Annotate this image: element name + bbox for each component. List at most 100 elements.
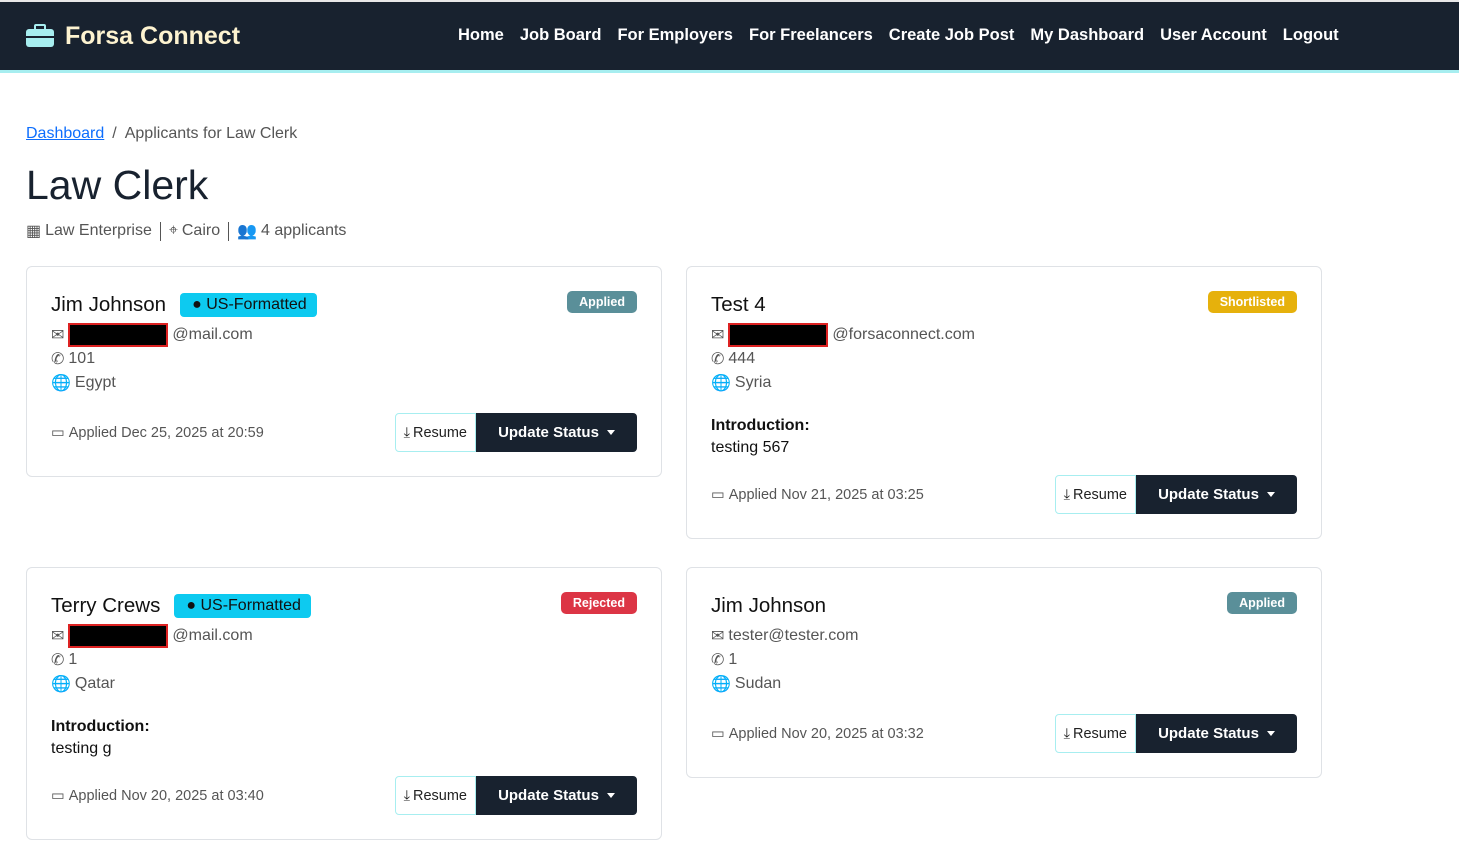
job-meta: ▦ Law Enterprise ⌖ Cairo 👥 4 applicants	[26, 221, 346, 241]
introduction-text: testing g	[51, 740, 112, 757]
resume-download-button[interactable]: ⤓ Resume	[1054, 714, 1136, 753]
brand-name: Forsa Connect	[65, 21, 241, 50]
applied-date: Applied Dec 25, 2025 at 20:59	[68, 424, 264, 441]
nav-link-job-board[interactable]: Job Board	[519, 26, 602, 44]
status-badge: Rejected	[560, 592, 637, 614]
resume-label: Resume	[413, 424, 467, 441]
status-badge: Shortlisted	[1207, 291, 1297, 313]
applicant-name: Terry Crews	[51, 594, 161, 617]
award-icon: ●	[186, 597, 197, 614]
caret-down-icon	[606, 430, 615, 435]
phone-icon: ✆	[711, 652, 725, 669]
introduction-label: Introduction:	[51, 718, 150, 735]
divider	[159, 221, 161, 241]
update-status-dropdown[interactable]: Update Status	[1136, 714, 1297, 753]
applicant-phone: 444	[728, 350, 756, 367]
download-icon: ⤓	[1063, 725, 1070, 742]
caret-down-icon	[1266, 731, 1275, 736]
update-status-label: Update Status	[1158, 486, 1259, 503]
phone-icon: ✆	[51, 652, 65, 669]
applicant-count: 4 applicants	[261, 222, 347, 239]
applicant-name: Test 4	[711, 293, 766, 316]
applicant-country: Sudan	[734, 675, 782, 692]
nav-link-logout[interactable]: Logout	[1282, 26, 1339, 44]
calendar-icon: ▭	[711, 725, 725, 742]
applicant-name: Jim Johnson	[51, 293, 167, 316]
nav-link-user-account[interactable]: User Account	[1160, 26, 1267, 44]
phone-icon: ✆	[51, 351, 65, 368]
download-icon: ⤓	[403, 787, 410, 804]
phone-icon: ✆	[711, 351, 725, 368]
applicant-name: Jim Johnson	[711, 594, 827, 617]
applicant-card: Jim Johnson Applied ✉ tester@tester.com ✆…	[686, 567, 1322, 778]
applicant-email: @mail.com	[172, 627, 253, 644]
update-status-label: Update Status	[1158, 725, 1259, 742]
applicant-email: @mail.com	[172, 326, 253, 343]
introduction-text: testing 567	[711, 439, 790, 456]
brand-logo[interactable]: Forsa Connect	[25, 22, 240, 51]
badge-label: US-Formatted	[206, 296, 307, 313]
caret-down-icon	[606, 793, 615, 798]
applicant-card: Test 4 Shortlisted ✉ @forsaconnect.com ✆ 4…	[686, 266, 1322, 539]
envelope-icon: ✉	[711, 327, 725, 344]
applicant-country: Egypt	[74, 374, 116, 391]
location-icon: ⌖	[168, 222, 178, 239]
people-icon: 👥	[237, 223, 258, 240]
globe-icon: 🌐	[51, 375, 71, 392]
resume-download-button[interactable]: ⤓ Resume	[1054, 475, 1136, 514]
nav-link-create-job-post[interactable]: Create Job Post	[888, 26, 1015, 44]
company-name: Law Enterprise	[45, 222, 152, 239]
breadcrumb-separator: /	[112, 125, 117, 142]
building-icon: ▦	[26, 223, 42, 240]
calendar-icon: ▭	[711, 486, 725, 503]
nav-link-home[interactable]: Home	[458, 26, 504, 44]
envelope-icon: ✉	[51, 628, 65, 645]
nav-link-for-employers[interactable]: For Employers	[617, 26, 733, 44]
envelope-icon: ✉	[711, 628, 725, 645]
resume-download-button[interactable]: ⤓ Resume	[394, 413, 476, 452]
applicant-country: Syria	[734, 374, 772, 391]
envelope-icon: ✉	[51, 327, 65, 344]
resume-format-badge: ● US-Formatted	[174, 594, 311, 618]
update-status-dropdown[interactable]: Update Status	[1136, 475, 1297, 514]
applicant-country: Qatar	[74, 675, 115, 692]
calendar-icon: ▭	[51, 424, 65, 441]
breadcrumb-current: Applicants for Law Clerk	[124, 125, 298, 142]
globe-icon: 🌐	[711, 676, 731, 693]
nav-link-for-freelancers[interactable]: For Freelancers	[748, 26, 873, 44]
globe-icon: 🌐	[51, 676, 71, 693]
redacted-email	[68, 323, 169, 347]
applicant-email: tester@tester.com	[728, 627, 859, 644]
download-icon: ⤓	[403, 424, 410, 441]
applied-date: Applied Nov 20, 2025 at 03:32	[728, 725, 924, 742]
resume-download-button[interactable]: ⤓ Resume	[394, 776, 476, 815]
status-badge: Applied	[567, 291, 637, 313]
resume-label: Resume	[1073, 725, 1127, 742]
page-title: Law Clerk	[26, 162, 209, 208]
introduction-label: Introduction:	[711, 417, 810, 434]
applicant-phone: 1	[728, 651, 738, 668]
applicant-email: @forsaconnect.com	[832, 326, 975, 343]
download-icon: ⤓	[1063, 486, 1070, 503]
caret-down-icon	[1266, 492, 1275, 497]
divider	[228, 221, 230, 241]
navbar: Forsa Connect Home Job Board For Employers…	[0, 0, 1459, 73]
applicant-phone: 1	[68, 651, 78, 668]
nav-link-my-dashboard[interactable]: My Dashboard	[1030, 26, 1145, 44]
update-status-dropdown[interactable]: Update Status	[476, 413, 637, 452]
applicant-card: Jim Johnson ● US-Formatted Applied ✉ @mai…	[26, 266, 662, 477]
calendar-icon: ▭	[51, 787, 65, 804]
update-status-label: Update Status	[498, 787, 599, 804]
badge-label: US-Formatted	[200, 597, 301, 614]
update-status-dropdown[interactable]: Update Status	[476, 776, 637, 815]
breadcrumb-dashboard-link[interactable]: Dashboard	[26, 125, 105, 142]
applicant-phone: 101	[68, 350, 96, 367]
resume-format-badge: ● US-Formatted	[180, 293, 317, 317]
redacted-email	[68, 624, 169, 648]
applied-date: Applied Nov 21, 2025 at 03:25	[728, 486, 924, 503]
status-badge: Applied	[1227, 592, 1297, 614]
update-status-label: Update Status	[498, 424, 599, 441]
award-icon: ●	[192, 296, 202, 313]
breadcrumb: Dashboard / Applicants for Law Clerk	[26, 125, 297, 143]
redacted-email	[728, 323, 829, 347]
